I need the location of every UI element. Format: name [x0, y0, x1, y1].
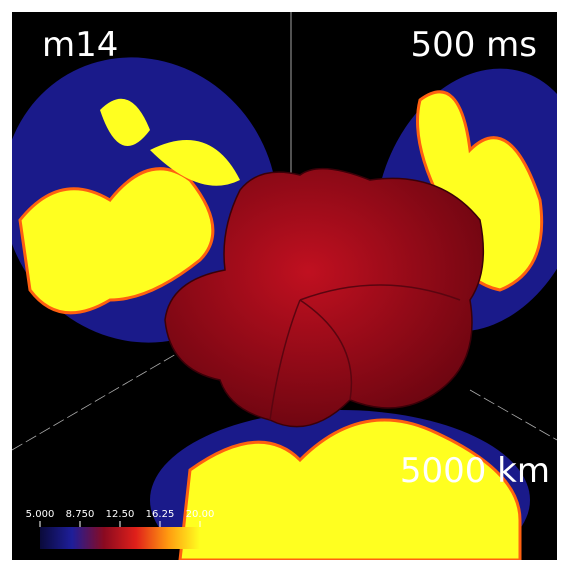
colorbar-tick-label: 5.000: [26, 509, 55, 520]
colorbar-tick-label: 16.25: [146, 509, 175, 520]
colorbar-tick-label: 8.750: [66, 509, 95, 520]
scene: [12, 12, 557, 560]
model-label: m14: [42, 25, 118, 65]
time-label: 500 ms: [410, 25, 537, 65]
scale-label: 5000 km: [400, 451, 550, 491]
colorbar-tick-label: 20.00: [186, 509, 215, 520]
colorbar: 5.000 8.750 12.50 16.25 20.00: [26, 509, 215, 549]
colorbar-tick-label: 12.50: [106, 509, 135, 520]
colorbar-gradient: [40, 527, 200, 549]
